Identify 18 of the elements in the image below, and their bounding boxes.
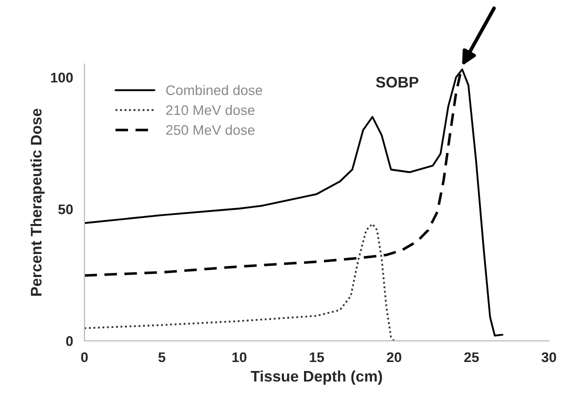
- x-tick-label: 30: [542, 352, 556, 362]
- x-axis-title: Tissue Depth (cm): [250, 370, 382, 385]
- y-tick-label: 100: [51, 72, 73, 83]
- legend-label: 210 MeV dose: [166, 104, 254, 116]
- x-tick-label: 15: [310, 352, 324, 362]
- x-tick-label: 20: [386, 352, 402, 362]
- y-axis-title: Percent Therapeutic Dose: [30, 108, 45, 296]
- line-series: [84, 68, 504, 336]
- legend-label: 250 MeV dose: [166, 124, 254, 135]
- x-tick-label: 10: [232, 352, 246, 362]
- annotation: SOBP: [376, 76, 418, 88]
- x-tick-label: 0: [81, 352, 88, 362]
- y-tick-label: 50: [58, 204, 73, 214]
- y-tick-label: 0: [66, 336, 73, 346]
- line-series: [84, 222, 396, 341]
- x-tick-label: 25: [464, 352, 479, 362]
- x-tick-label: 5: [158, 352, 166, 362]
- legend-label: Combined dose: [166, 84, 262, 96]
